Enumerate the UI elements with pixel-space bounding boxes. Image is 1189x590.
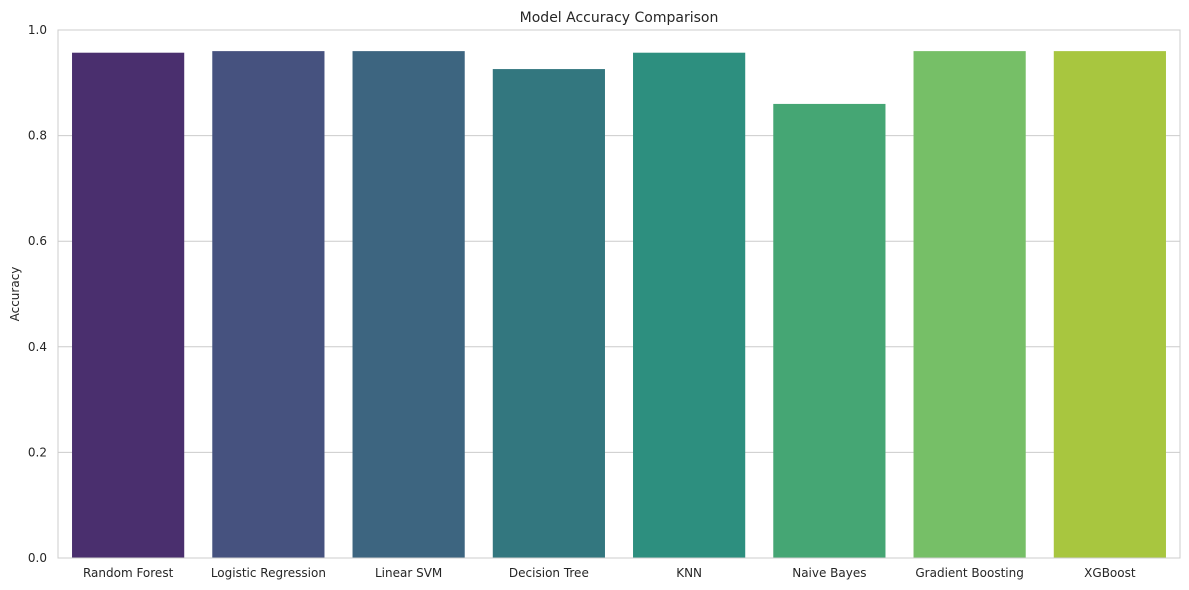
- x-tick-label: Gradient Boosting: [915, 566, 1023, 580]
- bar: [773, 103, 886, 559]
- x-tick-label: Linear SVM: [375, 566, 442, 580]
- bar: [1053, 51, 1166, 559]
- y-tick-label: 0.0: [28, 551, 47, 565]
- x-tick-label: Naive Bayes: [792, 566, 866, 580]
- x-tick-label: KNN: [676, 566, 702, 580]
- bars-layer: [72, 51, 1166, 559]
- bar: [492, 69, 605, 559]
- x-tick-label: XGBoost: [1084, 566, 1136, 580]
- chart-title: Model Accuracy Comparison: [520, 10, 719, 26]
- bar: [72, 52, 185, 558]
- x-axis: Random Forest Logistic Regression Linear S…: [83, 566, 1136, 580]
- y-tick-label: 0.6: [28, 234, 47, 248]
- bar: [913, 51, 1026, 559]
- y-tick-label: 0.8: [28, 129, 47, 143]
- y-tick-label: 0.4: [28, 340, 47, 354]
- bar: [633, 52, 746, 558]
- plot-frame: [57, 29, 1181, 559]
- y-tick-label: 1.0: [28, 23, 47, 37]
- x-tick-label: Random Forest: [83, 566, 174, 580]
- y-axis-label: Accuracy: [8, 267, 22, 322]
- y-tick-label: 0.2: [28, 445, 47, 459]
- bar: [352, 51, 465, 559]
- y-axis: 0.0 0.2 0.4 0.6 0.8 1.0: [28, 23, 47, 565]
- x-tick-label: Logistic Regression: [211, 566, 326, 580]
- x-tick-label: Decision Tree: [509, 566, 589, 580]
- bar: [212, 51, 325, 559]
